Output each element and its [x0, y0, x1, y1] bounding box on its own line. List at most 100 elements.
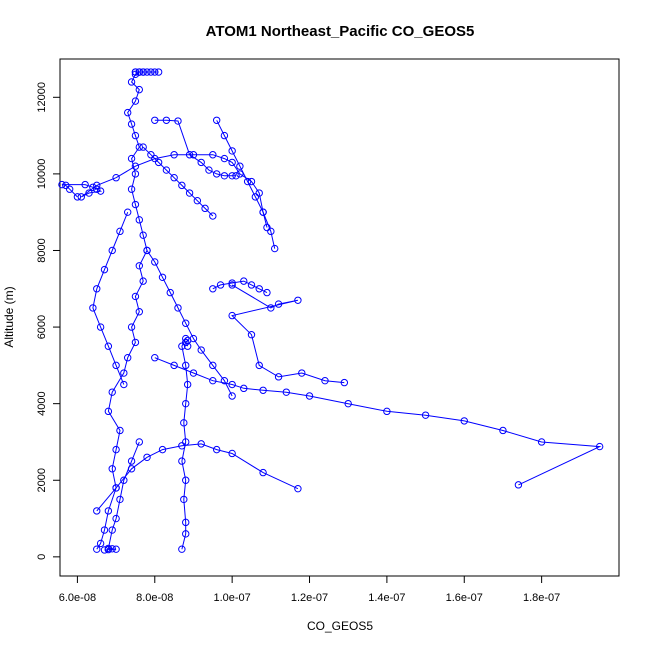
- data-point: [240, 384, 248, 393]
- data-point: [123, 108, 132, 117]
- data-point: [209, 376, 217, 385]
- data-point: [158, 273, 167, 281]
- data-point: [127, 78, 136, 86]
- y-tick-label: 4000: [36, 391, 48, 415]
- data-point: [340, 378, 349, 387]
- data-point: [305, 392, 314, 400]
- data-point: [294, 484, 302, 493]
- data-point: [162, 166, 171, 174]
- data-point: [228, 172, 236, 180]
- data-point: [151, 116, 159, 124]
- x-axis-label: CO_GEOS5: [307, 619, 373, 633]
- data-point: [112, 445, 120, 454]
- data-point: [243, 177, 252, 186]
- data-point: [131, 170, 140, 178]
- data-point: [166, 288, 174, 297]
- data-point: [182, 530, 190, 538]
- data-point: [228, 147, 236, 155]
- y-axis: 0 2000 4000 6000 8000 10000 12000: [36, 82, 61, 560]
- data-point: [209, 285, 217, 293]
- data-point: [112, 174, 120, 182]
- series-line-0: [96, 71, 159, 550]
- data-point: [139, 68, 147, 76]
- data-point: [182, 518, 190, 527]
- data-point: [116, 426, 124, 435]
- series-line-9: [212, 280, 268, 294]
- data-point: [209, 212, 217, 220]
- data-point: [58, 180, 66, 189]
- data-point: [120, 476, 128, 484]
- data-point: [135, 438, 144, 446]
- data-point: [116, 227, 124, 236]
- data-point: [228, 392, 236, 400]
- data-point: [135, 216, 144, 224]
- data-point: [108, 545, 116, 553]
- data-point: [89, 304, 97, 312]
- data-point: [212, 445, 221, 454]
- data-point: [178, 342, 186, 350]
- data-point: [131, 68, 140, 76]
- data-point: [93, 507, 101, 515]
- data-point: [93, 185, 101, 193]
- data-point: [135, 68, 144, 76]
- data-point: [174, 117, 182, 125]
- data-point: [96, 539, 105, 548]
- data-point: [127, 465, 136, 473]
- data-point: [182, 399, 190, 408]
- x-tick-label: 1.8e-07: [523, 592, 560, 604]
- data-point: [216, 281, 225, 289]
- data-point: [228, 281, 236, 289]
- data-point: [180, 419, 188, 427]
- data-point: [537, 438, 546, 446]
- data-point: [228, 311, 236, 320]
- data-point: [182, 438, 190, 446]
- data-point: [158, 445, 167, 454]
- data-point: [135, 262, 144, 270]
- series-line-2: [154, 119, 236, 177]
- data-point: [178, 442, 186, 450]
- data-point: [193, 196, 202, 205]
- data-point: [127, 154, 136, 163]
- data-point: [178, 181, 186, 190]
- data-point: [240, 277, 248, 285]
- data-point: [131, 200, 140, 209]
- data-point: [93, 545, 101, 553]
- series-line-8: [146, 250, 233, 397]
- data-point: [228, 380, 236, 389]
- data-point: [180, 495, 188, 504]
- data-point: [108, 388, 116, 396]
- data-point: [220, 172, 229, 180]
- data-point: [267, 304, 275, 312]
- data-point: [77, 193, 85, 201]
- data-point: [201, 204, 209, 213]
- data-point: [247, 281, 256, 289]
- data-point: [93, 285, 101, 293]
- data-point: [271, 244, 279, 253]
- data-point: [108, 526, 116, 534]
- plot-frame: [59, 58, 620, 577]
- x-axis: 6.0e-08 8.0e-08 1.0e-07 1.2e-07 1.4e-07 1.6e-…: [59, 575, 560, 604]
- data-point: [182, 319, 190, 327]
- data-point: [154, 68, 163, 76]
- data-point: [514, 481, 523, 489]
- data-point: [151, 68, 159, 76]
- y-tick-label: 8000: [36, 238, 48, 262]
- data-point: [182, 476, 190, 484]
- y-tick-label: 0: [36, 554, 48, 560]
- data-point: [108, 465, 116, 473]
- data-point: [197, 346, 205, 354]
- data-point: [174, 304, 182, 312]
- data-point: [209, 361, 217, 370]
- series-line-10: [92, 212, 129, 385]
- data-point: [151, 354, 159, 362]
- data-point: [251, 193, 260, 201]
- data-point: [344, 399, 352, 408]
- data-point: [460, 417, 468, 425]
- data-point: [143, 68, 151, 76]
- data-point: [120, 380, 128, 389]
- data-point: [263, 288, 271, 297]
- data-point: [143, 246, 151, 255]
- data-point: [112, 545, 120, 553]
- data-point: [209, 151, 217, 159]
- data-point: [81, 180, 89, 189]
